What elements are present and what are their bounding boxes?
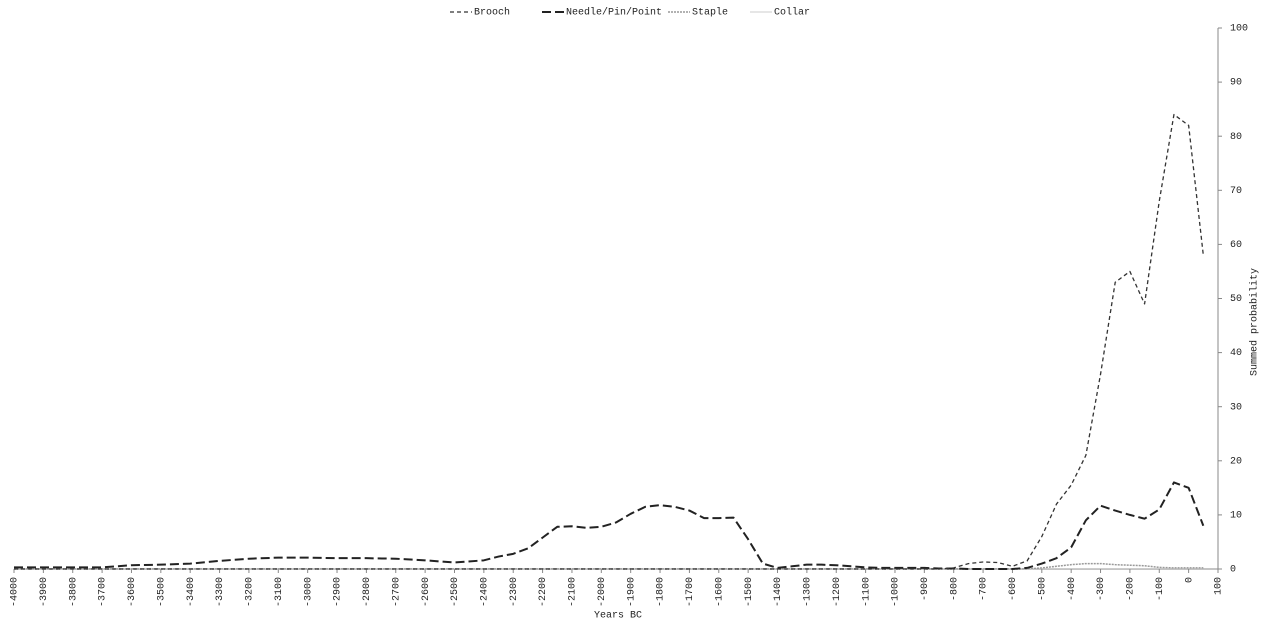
x-tick-label: -1700: [685, 577, 696, 607]
y-tick-label: 60: [1230, 240, 1242, 251]
y-tick-label: 70: [1230, 186, 1242, 197]
x-tick-label: -3400: [186, 577, 197, 607]
x-tick-label: -1200: [832, 577, 843, 607]
x-tick-label: -100: [1155, 577, 1166, 601]
legend-label: Brooch: [474, 7, 510, 19]
y-tick-label: 90: [1230, 78, 1242, 89]
legend-label: Staple: [692, 7, 728, 19]
x-tick-label: 100: [1214, 577, 1225, 595]
y-tick-label: 0: [1230, 565, 1236, 576]
x-tick-label: -2100: [568, 577, 579, 607]
line-series: [14, 481, 1205, 570]
x-tick-label: -1400: [773, 577, 784, 607]
x-tick-label: -1800: [656, 577, 667, 607]
y-tick-label: 30: [1230, 402, 1242, 413]
x-tick-label: -3100: [274, 577, 285, 607]
line-series: [14, 113, 1204, 570]
x-tick-label: -500: [1037, 577, 1048, 601]
y-tick-label: 80: [1230, 132, 1242, 143]
y-tick-label: 20: [1230, 456, 1242, 467]
y-tick-label: 10: [1230, 511, 1242, 522]
x-tick-label: -3000: [303, 577, 314, 607]
x-tick-label: -1300: [803, 577, 814, 607]
x-tick-label: -1100: [861, 577, 872, 607]
x-tick-label: -900: [920, 577, 931, 601]
y-axis-title: Summed probability: [1249, 268, 1261, 376]
legend-label: Collar: [774, 7, 810, 19]
x-tick-label: -4000: [10, 577, 21, 607]
y-tick-label: 100: [1230, 24, 1248, 35]
x-tick-label: -800: [949, 577, 960, 601]
x-tick-label: -1900: [626, 577, 637, 607]
x-tick-label: -1000: [891, 577, 902, 607]
x-tick-label: -3600: [127, 577, 138, 607]
x-tick-label: 0: [1184, 577, 1195, 583]
x-tick-label: -700: [979, 577, 990, 601]
y-tick-label: 50: [1230, 294, 1242, 305]
legend-label: Needle/Pin/Point: [566, 7, 662, 19]
x-tick-label: -2700: [391, 577, 402, 607]
x-tick-label: -3800: [68, 577, 79, 607]
x-tick-label: -1600: [714, 577, 725, 607]
x-tick-label: -3300: [215, 577, 226, 607]
x-tick-label: -2300: [509, 577, 520, 607]
x-tick-label: -200: [1126, 577, 1137, 601]
x-tick-label: -2600: [421, 577, 432, 607]
x-tick-label: -2800: [362, 577, 373, 607]
x-tick-label: -2200: [538, 577, 549, 607]
x-tick-label: -400: [1067, 577, 1078, 601]
x-tick-label: -3900: [39, 577, 50, 607]
y-tick-label: 40: [1230, 348, 1242, 359]
x-tick-label: -3700: [98, 577, 109, 607]
x-axis-title: Years BC: [594, 611, 642, 622]
x-tick-label: -3200: [245, 577, 256, 607]
x-tick-label: -600: [1008, 577, 1019, 601]
x-tick-label: -3500: [156, 577, 167, 607]
x-tick-label: -300: [1096, 577, 1107, 601]
x-tick-label: -2500: [450, 577, 461, 607]
x-tick-label: -2900: [333, 577, 344, 607]
x-tick-label: -2000: [597, 577, 608, 607]
x-tick-label: -2400: [479, 577, 490, 607]
x-tick-label: -1500: [744, 577, 755, 607]
